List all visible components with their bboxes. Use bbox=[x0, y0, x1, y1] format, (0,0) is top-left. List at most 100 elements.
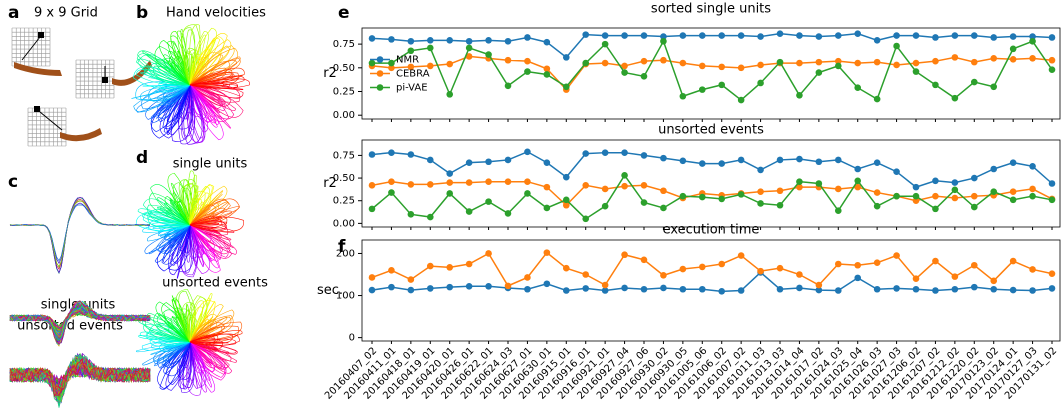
point bbox=[465, 260, 473, 268]
point bbox=[873, 159, 881, 166]
point bbox=[1029, 185, 1036, 193]
point bbox=[815, 158, 823, 166]
point bbox=[562, 173, 570, 181]
point bbox=[893, 42, 900, 50]
point bbox=[1009, 55, 1017, 63]
point bbox=[640, 32, 648, 39]
panel-title: unsorted events bbox=[17, 319, 123, 334]
y-axis-label: r2 bbox=[323, 176, 337, 191]
point bbox=[660, 204, 667, 212]
waveform bbox=[9, 362, 151, 395]
point bbox=[679, 192, 687, 200]
trajectory bbox=[154, 84, 191, 93]
y-tick-label: 100 bbox=[336, 291, 355, 302]
point bbox=[601, 281, 609, 289]
point bbox=[1048, 56, 1056, 64]
trajectory bbox=[180, 224, 198, 276]
point bbox=[465, 282, 473, 290]
point bbox=[543, 71, 551, 78]
point bbox=[640, 285, 648, 293]
point bbox=[485, 37, 492, 44]
point bbox=[485, 158, 492, 166]
trajectory bbox=[142, 224, 191, 233]
point bbox=[407, 151, 415, 158]
point bbox=[970, 174, 978, 182]
point bbox=[932, 81, 939, 89]
point bbox=[1029, 192, 1036, 200]
point bbox=[970, 261, 978, 269]
point bbox=[912, 285, 920, 293]
point bbox=[601, 287, 609, 294]
trajectory bbox=[163, 84, 191, 133]
point bbox=[388, 64, 395, 72]
point bbox=[601, 185, 609, 193]
waveform bbox=[9, 200, 151, 269]
point bbox=[524, 285, 531, 293]
point bbox=[601, 149, 609, 156]
arrow bbox=[21, 36, 41, 61]
point bbox=[679, 59, 687, 67]
panel-label: c bbox=[8, 172, 18, 192]
point bbox=[660, 187, 667, 195]
trajectory bbox=[189, 224, 232, 259]
y-tick-label: 0.25 bbox=[333, 87, 355, 98]
trajectory bbox=[189, 221, 228, 226]
trajectory bbox=[189, 309, 235, 343]
panel-title: unsorted events bbox=[162, 276, 268, 291]
point bbox=[970, 58, 978, 66]
point bbox=[951, 285, 959, 293]
plot-frame bbox=[361, 27, 1061, 120]
point bbox=[660, 56, 667, 64]
point bbox=[504, 37, 512, 45]
point bbox=[446, 37, 454, 44]
trajectory bbox=[178, 341, 193, 381]
point bbox=[990, 277, 998, 285]
waveforms bbox=[9, 352, 151, 408]
point bbox=[426, 213, 434, 221]
point bbox=[854, 30, 862, 37]
point bbox=[446, 264, 454, 271]
trajectory bbox=[189, 67, 245, 86]
point bbox=[446, 91, 454, 98]
point bbox=[388, 59, 395, 67]
point bbox=[737, 191, 745, 198]
trajectory bbox=[189, 184, 213, 226]
point bbox=[970, 203, 978, 211]
trajectory bbox=[189, 337, 224, 350]
point bbox=[465, 159, 473, 166]
point bbox=[873, 259, 881, 267]
point bbox=[737, 287, 745, 294]
point bbox=[932, 34, 939, 41]
point bbox=[368, 205, 376, 213]
series-line bbox=[371, 32, 1053, 59]
trajectory bbox=[186, 304, 191, 343]
point bbox=[796, 183, 803, 191]
trajectory bbox=[189, 75, 245, 87]
point bbox=[679, 157, 687, 165]
point bbox=[951, 194, 959, 202]
point bbox=[1009, 257, 1017, 265]
waveform bbox=[9, 198, 151, 270]
point bbox=[582, 285, 590, 292]
point bbox=[504, 82, 512, 90]
point bbox=[621, 69, 628, 76]
point bbox=[834, 156, 842, 164]
trajectory bbox=[189, 53, 197, 86]
point bbox=[718, 81, 726, 89]
point bbox=[1009, 196, 1017, 204]
point bbox=[582, 182, 590, 189]
point bbox=[446, 179, 454, 186]
point bbox=[990, 55, 998, 62]
point bbox=[834, 185, 842, 193]
trajectory bbox=[181, 84, 192, 140]
point bbox=[621, 182, 628, 190]
trajectory bbox=[167, 224, 191, 242]
point bbox=[990, 34, 998, 41]
point bbox=[932, 192, 939, 200]
point bbox=[834, 260, 842, 268]
point bbox=[815, 58, 823, 66]
legend-label: CEBRA bbox=[396, 69, 430, 80]
trajectory bbox=[159, 341, 191, 390]
legend-swatch bbox=[376, 56, 384, 63]
